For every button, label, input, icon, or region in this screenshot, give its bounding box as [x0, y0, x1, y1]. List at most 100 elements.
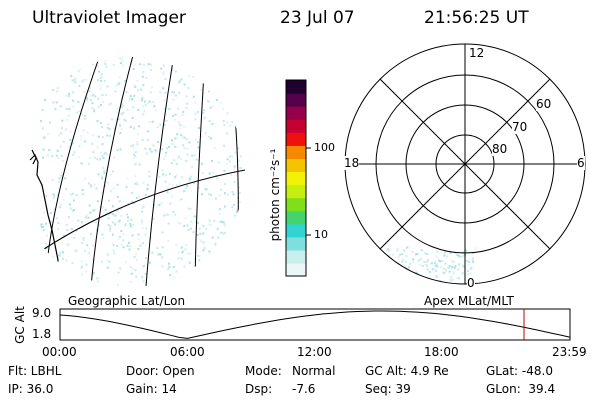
speckle-pixel [120, 62, 123, 65]
speckle-pixel [148, 170, 151, 173]
speckle-pixel [163, 124, 166, 127]
speckle-pixel [425, 263, 428, 266]
speckle-pixel [147, 183, 150, 186]
speckle-pixel [67, 95, 70, 98]
speckle-pixel [142, 279, 145, 282]
speckle-pixel [112, 249, 115, 252]
speckle-pixel [423, 261, 426, 264]
speckle-pixel [211, 160, 214, 163]
speckle-pixel [142, 83, 145, 86]
speckle-pixel [113, 252, 116, 255]
speckle-pixel [223, 221, 226, 224]
speckle-pixel [140, 99, 143, 102]
speckle-pixel [106, 259, 109, 262]
speckle-pixel [130, 225, 133, 228]
speckle-pixel [51, 179, 54, 182]
speckle-pixel [443, 271, 446, 274]
speckle-pixel [436, 250, 439, 253]
speckle-pixel [84, 140, 87, 143]
speckle-pixel [466, 270, 469, 273]
speckle-pixel [146, 130, 149, 133]
speckle-pixel [208, 172, 211, 175]
speckle-pixel [118, 235, 121, 238]
speckle-pixel [119, 207, 122, 210]
speckle-pixel [144, 233, 147, 236]
speckle-pixel [136, 133, 139, 136]
speckle-pixel [198, 126, 201, 129]
speckle-pixel [174, 137, 177, 140]
speckle-pixel [146, 139, 149, 142]
speckle-pixel [179, 222, 182, 225]
speckle-pixel [238, 200, 241, 203]
speckle-pixel [136, 183, 139, 186]
speckle-pixel [143, 100, 146, 103]
speckle-pixel [163, 99, 166, 102]
colorbar-segment [286, 119, 306, 133]
timeline-xtick-2359: 23:59 [552, 345, 587, 359]
speckle-pixel [219, 207, 222, 210]
speckle-pixel [182, 144, 185, 147]
speckle-pixel [129, 280, 132, 283]
speckle-pixel [435, 255, 438, 258]
speckle-pixel [120, 243, 123, 246]
speckle-pixel [196, 221, 199, 224]
speckle-pixel [177, 222, 180, 225]
speckle-pixel [71, 261, 74, 264]
speckle-pixel [86, 131, 89, 134]
speckle-pixel [83, 117, 86, 120]
speckle-pixel [41, 127, 44, 130]
speckle-pixel [149, 121, 152, 124]
speckle-pixel [208, 250, 211, 253]
speckle-pixel [171, 91, 174, 94]
speckle-pixel [177, 157, 180, 160]
speckle-pixel [438, 259, 441, 262]
timeline-frame [59, 308, 571, 341]
speckle-pixel [92, 209, 95, 212]
speckle-pixel [99, 151, 102, 154]
speckle-pixel [99, 103, 102, 106]
speckle-pixel [426, 265, 429, 268]
speckle-pixel [146, 152, 149, 155]
observation-date: 23 Jul 07 [280, 8, 355, 28]
speckle-pixel [233, 165, 236, 168]
speckle-pixel [458, 255, 461, 258]
speckle-pixel [55, 154, 58, 157]
speckle-pixel [101, 143, 104, 146]
speckle-pixel [83, 249, 86, 252]
speckle-pixel [116, 183, 119, 186]
speckle-pixel [138, 195, 141, 198]
speckle-pixel [446, 266, 449, 269]
speckle-pixel [84, 216, 87, 219]
speckle-pixel [172, 266, 175, 269]
speckle-pixel [40, 120, 43, 123]
dsp-value: -7.6 [292, 382, 316, 396]
speckle-pixel [193, 182, 196, 185]
speckle-pixel [73, 236, 76, 239]
speckle-pixel [178, 80, 181, 83]
speckle-pixel [223, 205, 226, 208]
speckle-pixel [426, 260, 429, 263]
speckle-pixel [406, 246, 409, 249]
speckle-pixel [216, 177, 219, 180]
speckle-pixel [192, 75, 195, 78]
speckle-pixel [181, 176, 184, 179]
speckle-pixel [178, 91, 181, 94]
speckle-pixel [141, 242, 144, 245]
speckle-pixel [456, 254, 459, 257]
speckle-pixel [161, 256, 164, 259]
speckle-pixel [132, 147, 135, 150]
speckle-pixel [168, 183, 171, 186]
speckle-pixel [201, 171, 204, 174]
speckle-pixel [231, 120, 234, 123]
speckle-pixel [41, 156, 44, 159]
speckle-pixel [223, 124, 226, 127]
speckle-pixel [60, 132, 63, 135]
speckle-pixel [213, 219, 216, 222]
speckle-pixel [451, 265, 454, 268]
speckle-pixel [217, 161, 220, 164]
speckle-pixel [168, 108, 171, 111]
speckle-pixel [94, 95, 97, 98]
speckle-pixel [72, 192, 75, 195]
speckle-pixel [202, 232, 205, 235]
speckle-pixel [153, 105, 156, 108]
